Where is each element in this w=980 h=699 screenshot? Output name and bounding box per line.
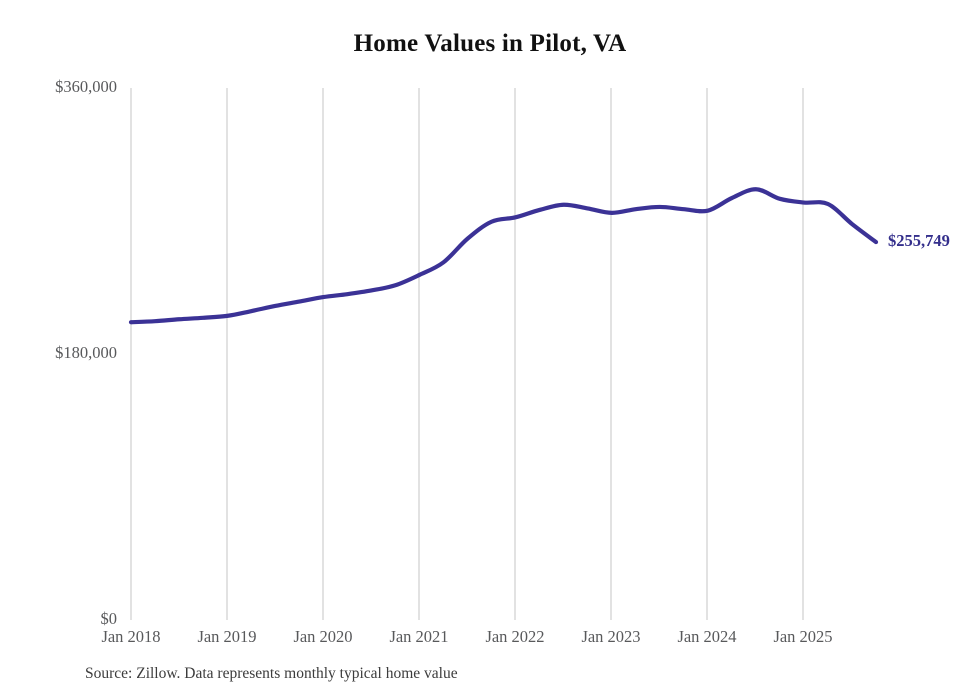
gridlines	[130, 88, 804, 620]
y-tick-label-0: $0	[100, 609, 118, 628]
x-tick-label-4: Jan 2022	[485, 627, 545, 646]
end-value-label: $255,749	[888, 231, 950, 251]
x-tick-label-2: Jan 2020	[293, 627, 353, 646]
x-tick-label-5: Jan 2023	[581, 627, 641, 646]
x-tick-label-3: Jan 2021	[389, 627, 449, 646]
x-tick-label-1: Jan 2019	[197, 627, 257, 646]
x-tick-label-0: Jan 2018	[101, 627, 161, 646]
source-note: Source: Zillow. Data represents monthly …	[85, 665, 458, 682]
series-line-typical-home-value	[128, 187, 879, 325]
y-tick-label-2: $360,000	[55, 77, 117, 96]
y-tick-label-1: $180,000	[55, 343, 117, 362]
page-title: Home Values in Pilot, VA	[353, 30, 627, 57]
x-tick-label-6: Jan 2024	[677, 627, 737, 646]
x-tick-label-7: Jan 2025	[773, 627, 833, 646]
